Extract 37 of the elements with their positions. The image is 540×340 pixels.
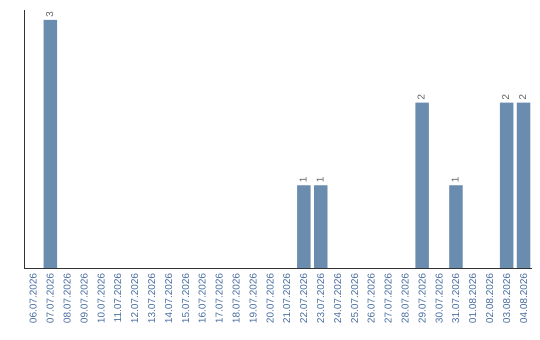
data-label: 2	[501, 94, 512, 100]
x-tick-label: 09.07.2026	[79, 272, 90, 324]
x-tick-label: 18.07.2026	[232, 272, 242, 324]
x-tick-label: 08.07.2026	[62, 272, 74, 324]
x-tick-label: 13.07.2026	[147, 272, 158, 324]
data-label: 1	[298, 176, 310, 182]
x-tick-label: 16.07.2026	[198, 272, 209, 324]
x-tick-label: 19.07.2026	[248, 272, 260, 324]
data-label: 2	[416, 94, 428, 100]
x-tick-label: 28.07.2026	[400, 272, 412, 324]
x-tick-label: 03.08.2026	[502, 272, 513, 324]
x-tick-label: 23.07.2026	[316, 272, 327, 324]
x-tick-label: 02.08.2026	[485, 272, 496, 324]
data-label: 1	[450, 176, 462, 182]
x-tick-label: 21.07.2026	[282, 272, 294, 324]
x-tick-label: 27.07.2026	[384, 272, 395, 324]
x-tick-label: 20.07.2026	[265, 272, 276, 324]
x-tick-label: 26.07.2026	[366, 272, 378, 324]
x-tick-label: 15.07.2026	[180, 272, 192, 324]
x-tick-label: 10.07.2026	[96, 272, 108, 324]
x-tick-label: 25.07.2026	[350, 272, 361, 324]
x-tick-label: 29.07.2026	[417, 272, 428, 324]
x-tick-label: 31.07.2026	[451, 272, 462, 324]
x-tick-label: 01.08.2026	[468, 272, 480, 324]
x-tick-label: 11.07.2026	[113, 272, 124, 322]
x-tick-label: 07.07.2026	[46, 272, 57, 324]
x-tick-label: 22.07.2026	[299, 272, 310, 324]
x-tick-label: 24.07.2026	[332, 272, 344, 324]
x-tick-label: 12.07.2026	[130, 272, 142, 324]
x-tick-label: 14.07.2026	[164, 272, 175, 324]
data-label: 3	[44, 10, 56, 17]
x-tick-label: 04.08.2026	[518, 272, 530, 324]
x-tick-label: 06.07.2026	[28, 272, 40, 324]
x-tick-label: 17.07.2026	[214, 272, 226, 324]
data-label: 1	[315, 176, 326, 182]
data-label: 2	[518, 94, 530, 100]
x-tick-label: 30.07.2026	[434, 272, 446, 324]
